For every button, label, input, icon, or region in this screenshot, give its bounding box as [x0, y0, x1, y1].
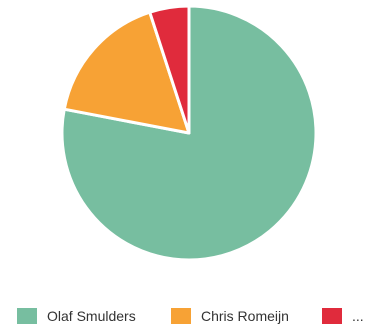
legend-swatch	[17, 308, 37, 324]
legend-item-more[interactable]: ...	[322, 306, 364, 326]
pie-slice-more[interactable]	[148, 4, 191, 135]
chart-legend: Olaf Smulders Chris Romeijn ...	[0, 304, 387, 328]
legend-label: ...	[352, 308, 364, 324]
legend-item-chris-romeijn[interactable]: Chris Romeijn	[171, 306, 289, 326]
legend-swatch	[171, 308, 191, 324]
legend-item-olaf-smulders[interactable]: Olaf Smulders	[17, 306, 136, 326]
legend-label: Chris Romeijn	[201, 308, 289, 324]
pie-chart	[60, 4, 318, 262]
legend-label: Olaf Smulders	[47, 308, 136, 324]
legend-swatch	[322, 308, 342, 324]
pie-slice-chris-romeijn[interactable]	[62, 10, 191, 135]
